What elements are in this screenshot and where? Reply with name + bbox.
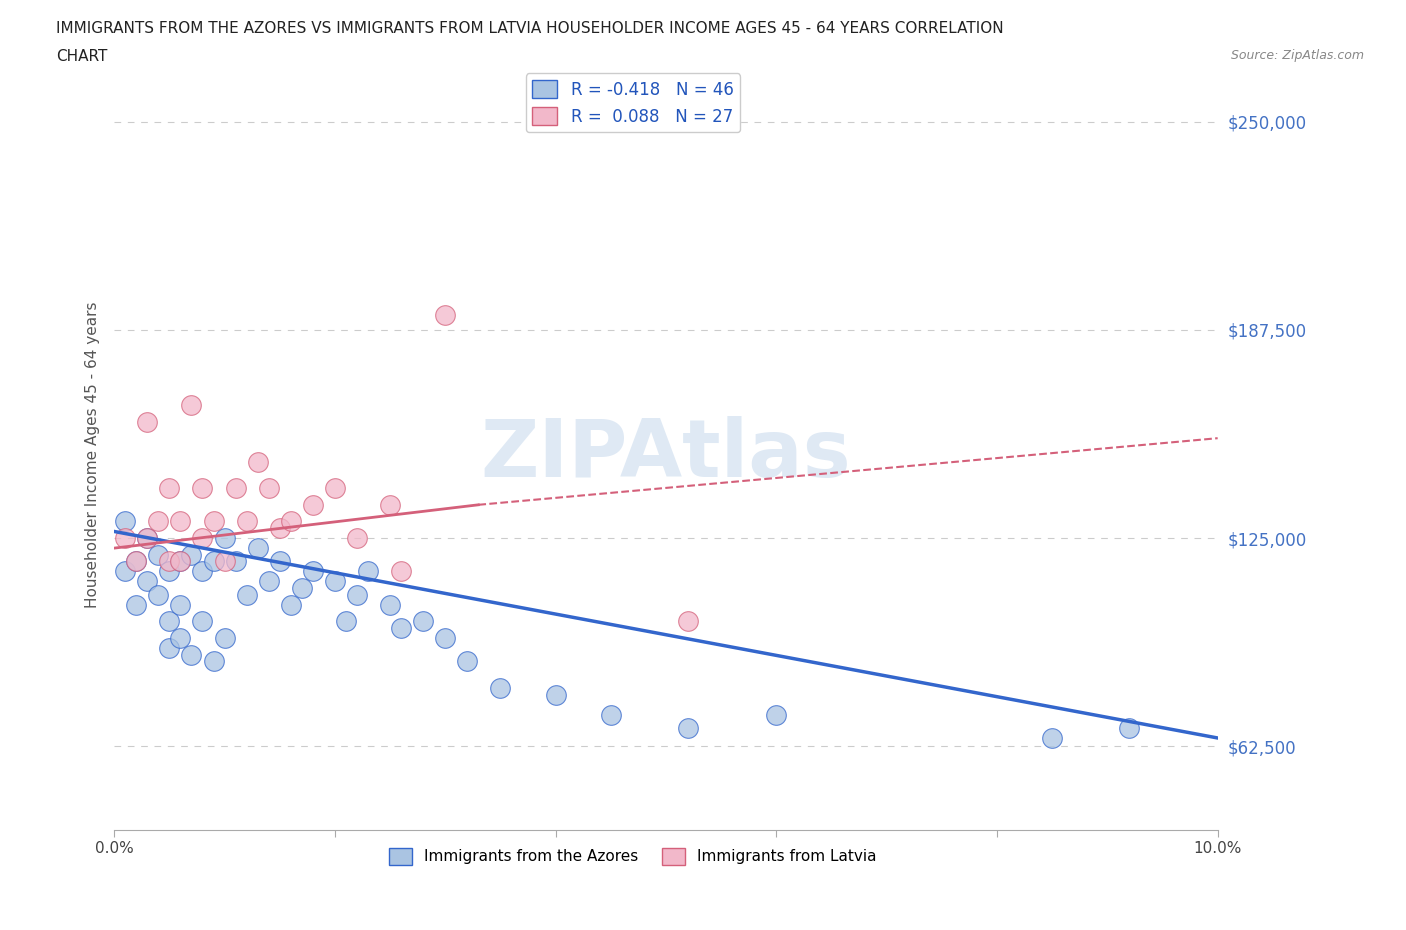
- Point: [157, 481, 180, 496]
- Point: [169, 631, 191, 645]
- Point: [389, 564, 412, 578]
- Point: [214, 631, 236, 645]
- Point: [291, 580, 314, 595]
- Point: [180, 647, 202, 662]
- Point: [114, 514, 136, 529]
- Point: [269, 521, 291, 536]
- Point: [169, 514, 191, 529]
- Y-axis label: Householder Income Ages 45 - 64 years: Householder Income Ages 45 - 64 years: [86, 301, 100, 608]
- Point: [246, 454, 269, 469]
- Point: [544, 687, 567, 702]
- Point: [169, 554, 191, 569]
- Point: [599, 707, 621, 722]
- Point: [378, 597, 401, 612]
- Point: [323, 574, 346, 589]
- Point: [280, 514, 302, 529]
- Point: [676, 614, 699, 629]
- Point: [225, 554, 247, 569]
- Point: [169, 554, 191, 569]
- Point: [257, 481, 280, 496]
- Point: [125, 597, 148, 612]
- Point: [169, 597, 191, 612]
- Point: [357, 564, 380, 578]
- Point: [157, 554, 180, 569]
- Point: [148, 588, 170, 603]
- Point: [676, 721, 699, 736]
- Point: [246, 540, 269, 555]
- Text: CHART: CHART: [56, 49, 108, 64]
- Point: [434, 631, 457, 645]
- Point: [269, 554, 291, 569]
- Point: [434, 308, 457, 323]
- Point: [378, 498, 401, 512]
- Text: IMMIGRANTS FROM THE AZORES VS IMMIGRANTS FROM LATVIA HOUSEHOLDER INCOME AGES 45 : IMMIGRANTS FROM THE AZORES VS IMMIGRANTS…: [56, 21, 1004, 36]
- Point: [1118, 721, 1140, 736]
- Point: [346, 588, 368, 603]
- Point: [202, 654, 225, 669]
- Legend: Immigrants from the Azores, Immigrants from Latvia: Immigrants from the Azores, Immigrants f…: [384, 842, 883, 870]
- Point: [202, 514, 225, 529]
- Point: [235, 588, 257, 603]
- Point: [136, 574, 159, 589]
- Point: [235, 514, 257, 529]
- Point: [180, 548, 202, 563]
- Point: [125, 554, 148, 569]
- Point: [765, 707, 787, 722]
- Point: [202, 554, 225, 569]
- Point: [136, 531, 159, 546]
- Point: [157, 614, 180, 629]
- Text: Source: ZipAtlas.com: Source: ZipAtlas.com: [1230, 49, 1364, 62]
- Point: [1040, 731, 1063, 746]
- Point: [136, 531, 159, 546]
- Point: [157, 641, 180, 656]
- Point: [323, 481, 346, 496]
- Point: [114, 531, 136, 546]
- Point: [346, 531, 368, 546]
- Point: [280, 597, 302, 612]
- Text: ZIPAtlas: ZIPAtlas: [481, 416, 851, 494]
- Point: [157, 564, 180, 578]
- Point: [335, 614, 357, 629]
- Point: [148, 514, 170, 529]
- Point: [180, 397, 202, 412]
- Point: [136, 414, 159, 429]
- Point: [125, 554, 148, 569]
- Point: [191, 531, 214, 546]
- Point: [214, 554, 236, 569]
- Point: [257, 574, 280, 589]
- Point: [389, 620, 412, 635]
- Point: [301, 498, 323, 512]
- Point: [489, 681, 512, 696]
- Point: [214, 531, 236, 546]
- Point: [191, 481, 214, 496]
- Point: [114, 564, 136, 578]
- Point: [191, 614, 214, 629]
- Point: [191, 564, 214, 578]
- Point: [456, 654, 478, 669]
- Point: [148, 548, 170, 563]
- Point: [225, 481, 247, 496]
- Point: [301, 564, 323, 578]
- Point: [412, 614, 434, 629]
